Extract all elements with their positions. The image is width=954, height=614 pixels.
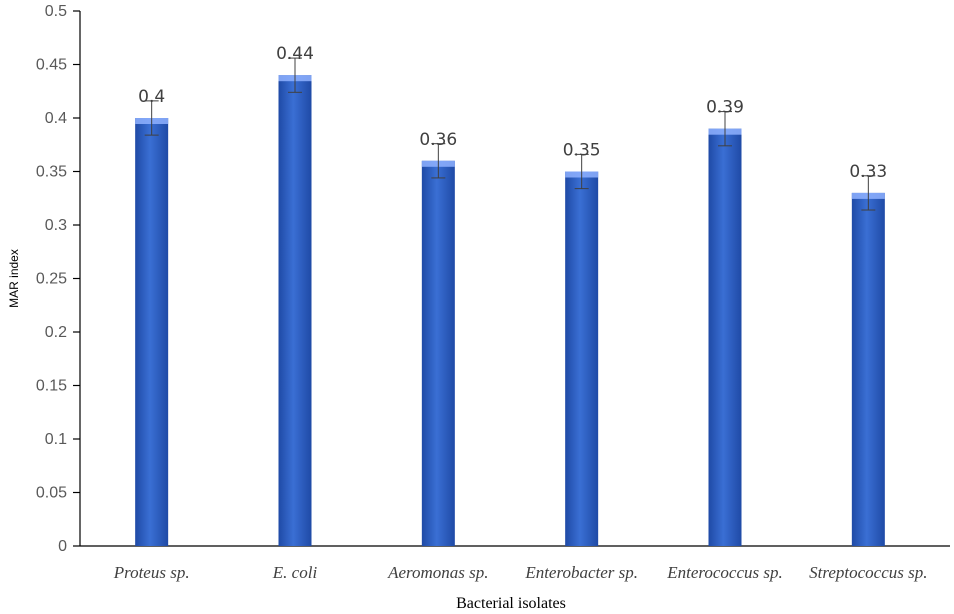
- y-tick-label: 0.15: [36, 378, 67, 395]
- category-label: Proteus sp.: [113, 563, 190, 582]
- y-ticks: 0 0.05 0.1 0.15 0.2 0.25 0.3 0.35 0.4 0.45 0.5: [36, 3, 80, 555]
- data-label: 0.44: [276, 44, 314, 64]
- category-label: E. coli: [272, 563, 318, 582]
- bar: [708, 128, 742, 546]
- y-tick-label: 0.25: [36, 271, 67, 288]
- category-label: Enterococcus sp.: [666, 563, 783, 582]
- data-label: 0.36: [419, 130, 457, 150]
- data-label: 0.39: [706, 98, 744, 118]
- y-tick-label: 0.45: [36, 57, 67, 74]
- category-label: Aeromonas sp.: [387, 563, 488, 582]
- bars: 0.4 0.44 0.36 0.35 0.39 0.33: [135, 44, 887, 547]
- bar: [851, 192, 885, 546]
- x-axis-title: Bacterial isolates: [456, 595, 566, 612]
- y-axis-title: MAR index: [7, 249, 21, 308]
- y-tick-label: 0.2: [45, 324, 67, 341]
- category-label: Enterobacter sp.: [524, 563, 638, 582]
- category-labels: Proteus sp. E. coli Aeromonas sp. Enterobac…: [113, 563, 928, 582]
- bar: [278, 75, 312, 546]
- y-tick-label: 0.35: [36, 164, 67, 181]
- bar-group: 0.39: [706, 98, 744, 546]
- bar: [565, 171, 599, 546]
- y-tick-label: 0.4: [45, 110, 67, 127]
- y-tick-label: 0.5: [45, 3, 67, 20]
- bar: [135, 118, 169, 546]
- axes: [79, 11, 950, 547]
- data-label: 0.33: [849, 162, 887, 182]
- y-tick-label: 0.05: [36, 485, 67, 502]
- data-label: 0.4: [138, 87, 165, 107]
- bar-group: 0.35: [563, 141, 601, 546]
- y-tick-label: 0.3: [45, 217, 67, 234]
- bar-group: 0.36: [419, 130, 457, 547]
- bar-group: 0.4: [135, 87, 169, 546]
- bar-group: 0.33: [849, 162, 887, 546]
- bar-group: 0.44: [276, 44, 314, 546]
- bar: [421, 160, 455, 547]
- y-tick-label: 0.1: [45, 431, 67, 448]
- category-label: Streptococcus sp.: [809, 563, 927, 582]
- data-label: 0.35: [563, 141, 601, 161]
- y-tick-label: 0: [58, 538, 67, 555]
